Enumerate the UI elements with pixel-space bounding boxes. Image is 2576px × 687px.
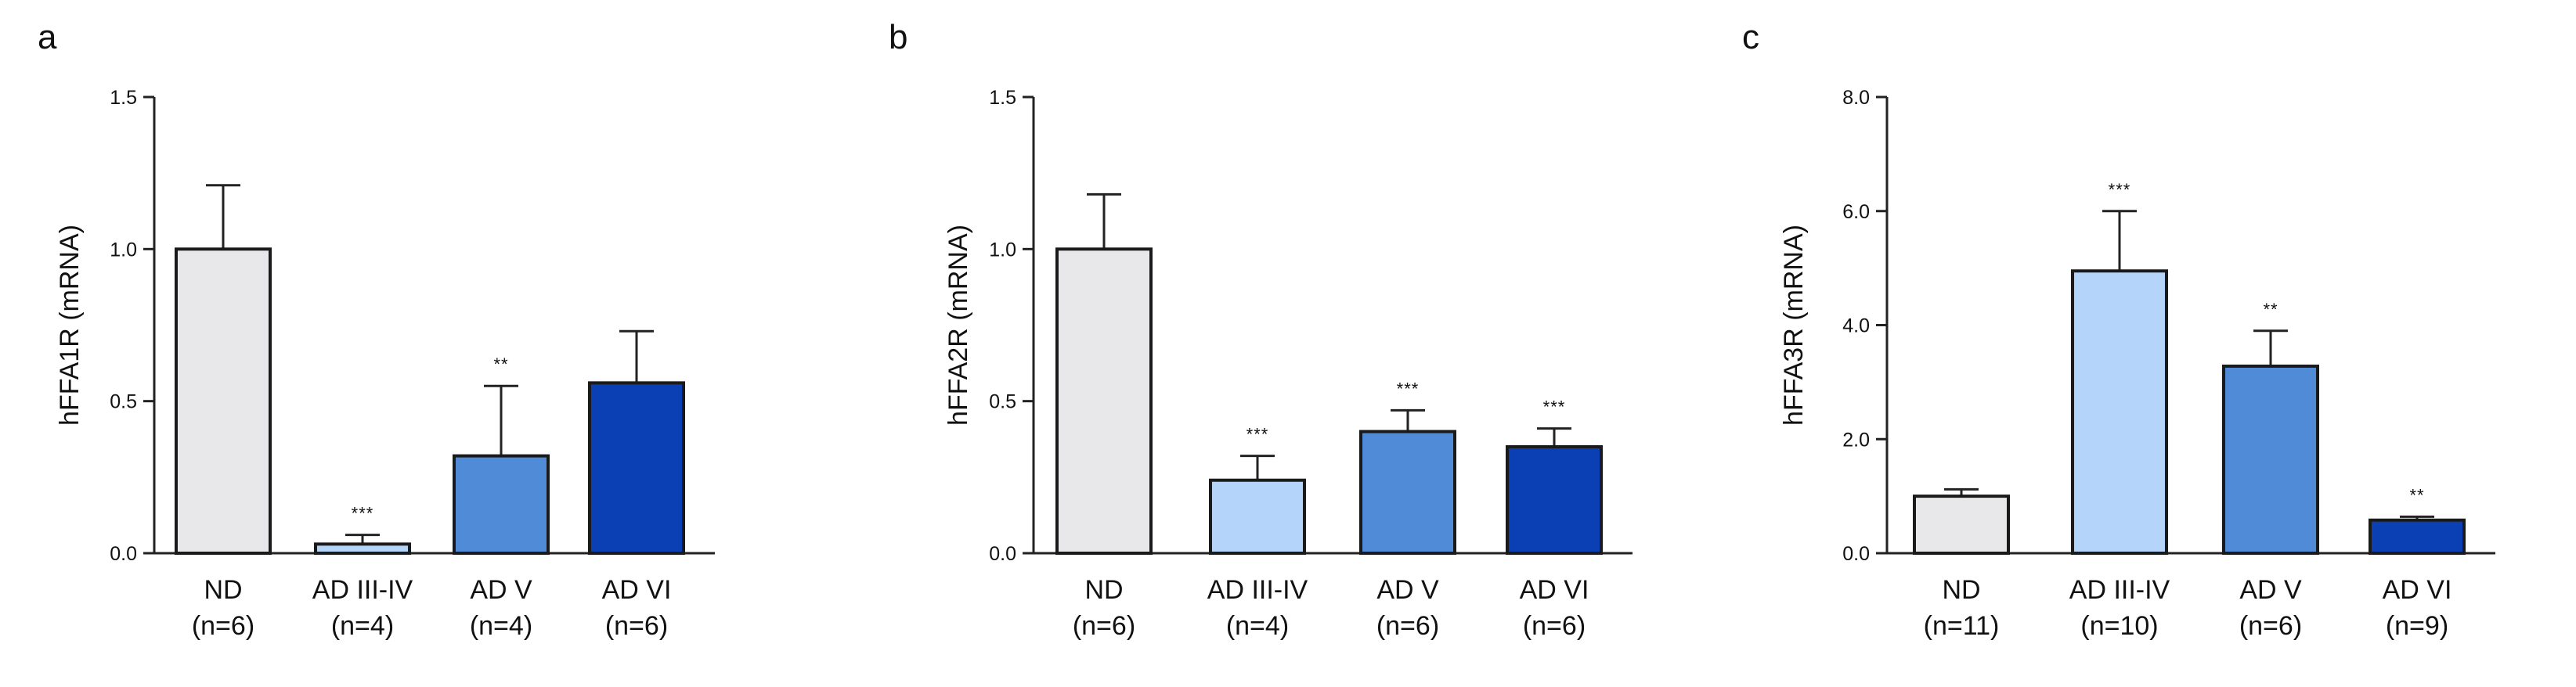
category-label: AD V (470, 575, 532, 605)
bar-2 (314, 542, 411, 556)
panel-letter: b (889, 18, 907, 56)
panel-a: a 0.0 0.5 1.0 1.5 hFFA1R (mRNA) ND (n=6) *** AD I… (38, 18, 715, 641)
y-tick-label: 1.0 (989, 239, 1016, 261)
bar-2 (2071, 269, 2168, 555)
y-tick-label: 0.0 (110, 543, 137, 565)
significance-label: *** (352, 504, 374, 523)
category-label: AD VI (602, 575, 672, 605)
sample-size-label: (n=4) (331, 611, 394, 641)
significance-label: *** (2109, 180, 2131, 200)
category-label: AD VI (2383, 575, 2452, 605)
category-label: AD V (2239, 575, 2302, 605)
category-label: AD III-IV (312, 575, 413, 605)
y-tick-label: 4.0 (1842, 315, 1870, 337)
sample-size-label: (n=6) (1376, 611, 1439, 641)
sample-size-label: (n=6) (1523, 611, 1586, 641)
sample-size-label: (n=10) (2080, 611, 2158, 641)
y-tick-label: 1.0 (110, 239, 137, 261)
bar-1 (175, 247, 272, 555)
sample-size-label: (n=6) (1073, 611, 1135, 641)
y-tick-label: 8.0 (1842, 87, 1870, 109)
bar-2 (1209, 478, 1306, 555)
y-tick-label: 0.0 (989, 543, 1016, 565)
category-label: ND (1084, 575, 1123, 605)
y-tick-label: 0.5 (110, 391, 137, 413)
bar-3 (453, 454, 550, 555)
y-axis-title: hFFA2R (mRNA) (943, 225, 973, 426)
significance-label: *** (1397, 379, 1420, 398)
significance-label: ** (2263, 300, 2278, 319)
panel-b: b 0.0 0.5 1.0 1.5 hFFA2R (mRNA) ND (n=6) *** AD I… (889, 18, 1633, 641)
category-label: ND (204, 575, 242, 605)
sample-size-label: (n=4) (1226, 611, 1289, 641)
category-label: AD III-IV (2069, 575, 2170, 605)
significance-label: *** (1247, 425, 1269, 444)
sample-size-label: (n=4) (470, 611, 532, 641)
y-tick-label: 1.5 (989, 87, 1016, 109)
category-label: ND (1942, 575, 1980, 605)
bar-1 (1913, 495, 2010, 555)
category-label: AD III-IV (1207, 575, 1308, 605)
bar-4 (2369, 518, 2466, 555)
y-axis-title: hFFA3R (mRNA) (1779, 225, 1809, 426)
sample-size-label: (n=6) (605, 611, 668, 641)
significance-label: *** (1543, 397, 1566, 417)
panel-letter: a (38, 18, 57, 56)
bar-1 (1055, 247, 1153, 555)
significance-label: ** (493, 354, 508, 374)
bar-3 (1359, 430, 1456, 555)
category-label: AD V (1376, 575, 1439, 605)
y-axis-title: hFFA1R (mRNA) (55, 225, 85, 426)
bar-4 (588, 381, 685, 556)
y-tick-label: 0.5 (989, 391, 1016, 413)
sample-size-label: (n=6) (192, 611, 254, 641)
y-tick-label: 0.0 (1842, 543, 1870, 565)
y-tick-label: 6.0 (1842, 201, 1870, 223)
category-label: AD VI (1520, 575, 1589, 605)
sample-size-label: (n=9) (2386, 611, 2448, 641)
sample-size-label: (n=11) (1924, 611, 2000, 641)
y-tick-label: 2.0 (1842, 429, 1870, 451)
panel-letter: c (1742, 18, 1759, 56)
sample-size-label: (n=6) (2239, 611, 2302, 641)
y-tick-label: 1.5 (110, 87, 137, 109)
significance-label: ** (2409, 485, 2424, 505)
bar-4 (1506, 444, 1603, 556)
bar-3 (2222, 364, 2319, 555)
